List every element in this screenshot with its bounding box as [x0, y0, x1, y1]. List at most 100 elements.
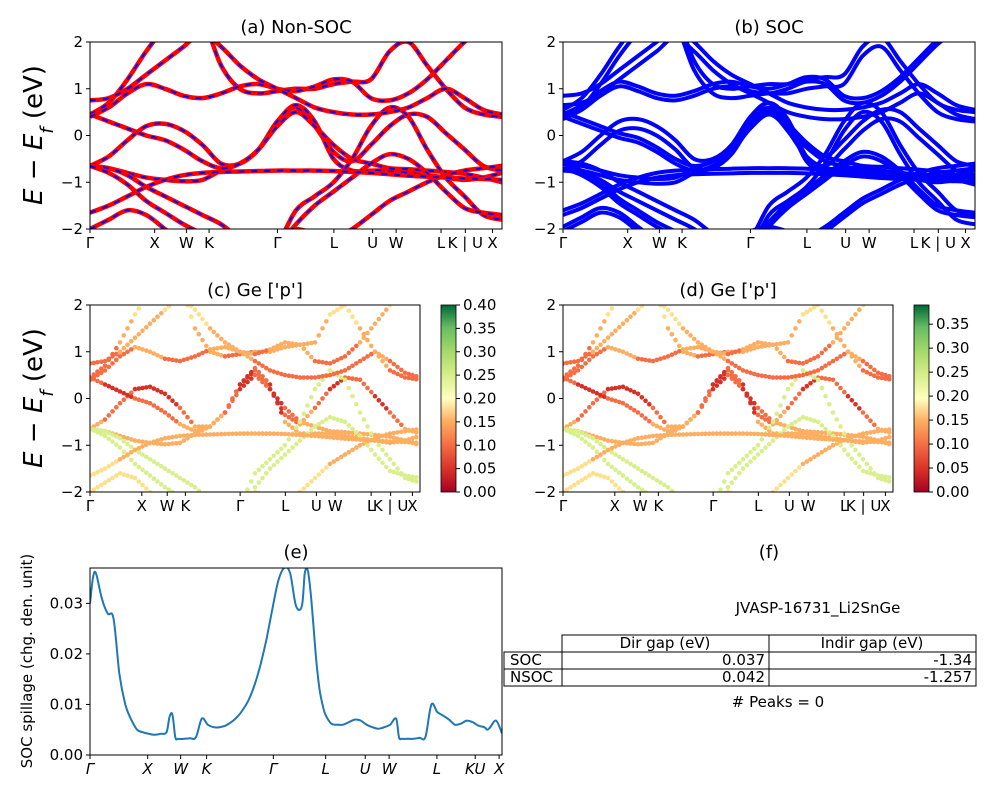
band-point: [692, 431, 697, 437]
x-tick-label: U: [840, 234, 851, 252]
band-point: [737, 493, 742, 498]
band-point: [823, 314, 828, 320]
band-point: [864, 369, 870, 375]
band-point: [129, 390, 134, 396]
band-point: [252, 358, 258, 364]
band-point: [838, 354, 843, 359]
band-point: [399, 373, 404, 379]
band-point: [710, 349, 716, 355]
band-point: [797, 417, 802, 422]
band-point: [182, 297, 187, 302]
band-point: [785, 424, 791, 429]
band-point: [380, 402, 385, 407]
band-point: [136, 386, 142, 391]
band-point: [129, 474, 134, 480]
band-point: [395, 371, 400, 377]
band-point: [729, 369, 735, 375]
band-point: [789, 425, 795, 431]
band-point: [140, 467, 145, 473]
band-point: [305, 482, 310, 488]
panel-b-yticks: 210−1−2: [534, 33, 563, 238]
band-point: [335, 457, 340, 462]
band-point: [748, 450, 753, 455]
band-point: [106, 413, 112, 418]
band-point: [823, 376, 828, 381]
band-point: [354, 376, 359, 382]
band-point: [189, 432, 194, 438]
band-point: [331, 359, 337, 365]
band-point: [402, 473, 408, 478]
band-point: [628, 353, 633, 358]
band-point: [357, 443, 363, 448]
band-point: [680, 326, 686, 331]
band-point: [414, 434, 419, 440]
band-point: [324, 417, 329, 422]
band-point: [342, 436, 348, 442]
band-point: [842, 447, 847, 453]
band-point: [575, 363, 581, 369]
band-point: [572, 359, 577, 365]
band-point: [827, 402, 832, 407]
band-point: [327, 368, 333, 373]
band-point: [617, 442, 622, 448]
band-point: [282, 340, 288, 345]
band-point: [797, 427, 802, 433]
band-point: [755, 443, 761, 448]
y-tick-label: −1: [534, 436, 556, 454]
band-point: [350, 430, 355, 436]
band-point: [800, 361, 806, 366]
x-tick-label: U: [367, 234, 378, 252]
band-point: [625, 285, 630, 290]
band-point: [305, 413, 310, 419]
band-point: [147, 349, 153, 355]
band-point: [733, 464, 738, 469]
band-point: [647, 434, 652, 439]
band-point: [166, 435, 172, 441]
band-point: [204, 432, 209, 437]
band-point: [365, 437, 370, 443]
x-tick-label: L: [367, 497, 376, 515]
panel-f: (f) JVASP-16731_Li2SnGe Dir gap (eV) Ind…: [503, 542, 977, 711]
band-point: [342, 419, 348, 425]
band-point: [789, 382, 795, 387]
band-point: [222, 344, 228, 350]
band-point: [632, 389, 637, 395]
band-point: [620, 457, 626, 462]
band-point: [662, 314, 667, 320]
band-point: [823, 430, 828, 436]
band-point: [211, 329, 217, 335]
band-point: [327, 386, 333, 392]
band-point: [864, 361, 870, 367]
x-tick-label: X: [137, 497, 147, 515]
band-point: [414, 278, 419, 283]
colorbar-tick-label: 0.20: [463, 390, 496, 408]
band-point: [102, 480, 108, 485]
band-point: [849, 351, 855, 357]
x-tick-label: L: [437, 234, 446, 252]
band-point: [136, 438, 142, 444]
band-point: [879, 473, 885, 479]
band-point: [872, 472, 877, 477]
band-point: [167, 276, 172, 281]
band-point: [752, 406, 757, 411]
band-point: [245, 487, 250, 492]
band-point: [414, 479, 419, 484]
band-point: [665, 428, 671, 434]
panel-a-ylabel: E − Ef (eV): [19, 65, 58, 205]
band-point: [312, 405, 318, 411]
band-point: [740, 457, 746, 462]
band-point: [665, 424, 671, 429]
band-point: [357, 433, 363, 439]
band-point: [872, 373, 877, 379]
band-point: [655, 291, 660, 296]
band-point: [170, 398, 175, 404]
band-point: [737, 378, 742, 383]
x-tick-label: W: [160, 497, 175, 515]
band-point: [99, 380, 104, 386]
band-point: [819, 423, 825, 428]
band-point: [99, 359, 104, 365]
panel-d-yticks: 210−1−2: [534, 296, 563, 501]
band-point: [275, 497, 280, 502]
band-point: [174, 358, 179, 363]
band-point: [872, 292, 877, 297]
